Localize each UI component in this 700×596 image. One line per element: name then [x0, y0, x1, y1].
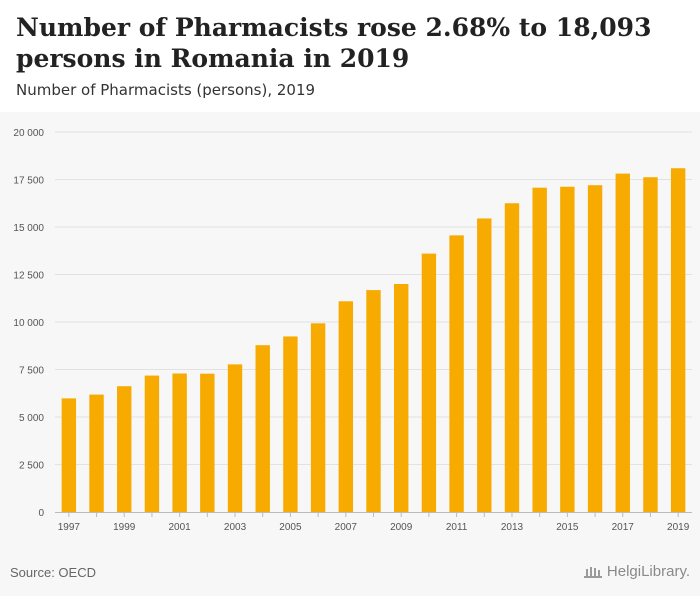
x-tick-label: 2019 — [667, 522, 690, 533]
y-tick-label: 2 500 — [19, 461, 44, 472]
source-note: Source: OECD — [10, 565, 96, 580]
chart-subtitle: Number of Pharmacists (persons), 2019 — [16, 81, 316, 99]
brand-name: HelgiLibrary. — [606, 563, 690, 580]
bar — [227, 364, 243, 512]
library-icon — [583, 566, 602, 578]
x-tick-label: 1999 — [113, 522, 136, 533]
bar — [200, 373, 215, 512]
y-tick-label: 7 500 — [19, 366, 44, 377]
bar — [61, 398, 77, 512]
x-tick-label: 2005 — [279, 522, 302, 533]
bar — [338, 301, 354, 512]
bar — [393, 284, 409, 512]
bar — [421, 253, 437, 512]
bar — [283, 336, 298, 512]
y-tick-label: 17 500 — [13, 176, 44, 187]
brand-logo: HelgiLibrary. — [583, 563, 690, 580]
chart-area: 0 2 500 5 000 7 500 10 000 12 500 15 000 17 500… — [0, 112, 700, 596]
y-tick-label: 10 000 — [13, 318, 44, 329]
chart-title: Number of Pharmacists rose 2.68% to 18,0… — [16, 13, 652, 73]
x-tick-label: 2007 — [335, 522, 358, 533]
bar — [670, 168, 686, 512]
chart-header: Number of Pharmacists rose 2.68% to 18,0… — [0, 0, 700, 112]
bar — [477, 218, 492, 512]
y-tick-label: 0 — [38, 508, 44, 519]
bar — [449, 235, 464, 513]
x-tick-label: 2013 — [501, 522, 524, 533]
bar — [504, 203, 520, 512]
bar — [310, 323, 326, 512]
x-tick-label: 2001 — [169, 522, 192, 533]
bar — [255, 345, 270, 512]
bar — [117, 386, 132, 512]
bar — [560, 186, 575, 512]
bar — [615, 173, 630, 513]
x-tick-label: 2011 — [446, 522, 468, 533]
x-tick-label: 2015 — [556, 522, 579, 533]
x-tick-label: 2017 — [612, 522, 635, 533]
x-tick-label: 2009 — [390, 522, 413, 533]
bar-chart: 0 2 500 5 000 7 500 10 000 12 500 15 000 17 500… — [13, 128, 692, 533]
bar — [172, 373, 187, 512]
bar — [366, 290, 381, 512]
x-tick-label: 2003 — [224, 522, 247, 533]
bar — [89, 394, 104, 512]
bar — [144, 375, 160, 512]
bar — [643, 177, 658, 512]
y-tick-label: 12 500 — [13, 271, 44, 282]
y-tick-label: 15 000 — [13, 223, 44, 234]
y-tick-label: 5 000 — [19, 413, 44, 424]
x-tick-label: 1997 — [58, 522, 81, 533]
bar — [532, 187, 547, 513]
bar — [587, 185, 603, 512]
y-tick-label: 20 000 — [13, 128, 44, 139]
